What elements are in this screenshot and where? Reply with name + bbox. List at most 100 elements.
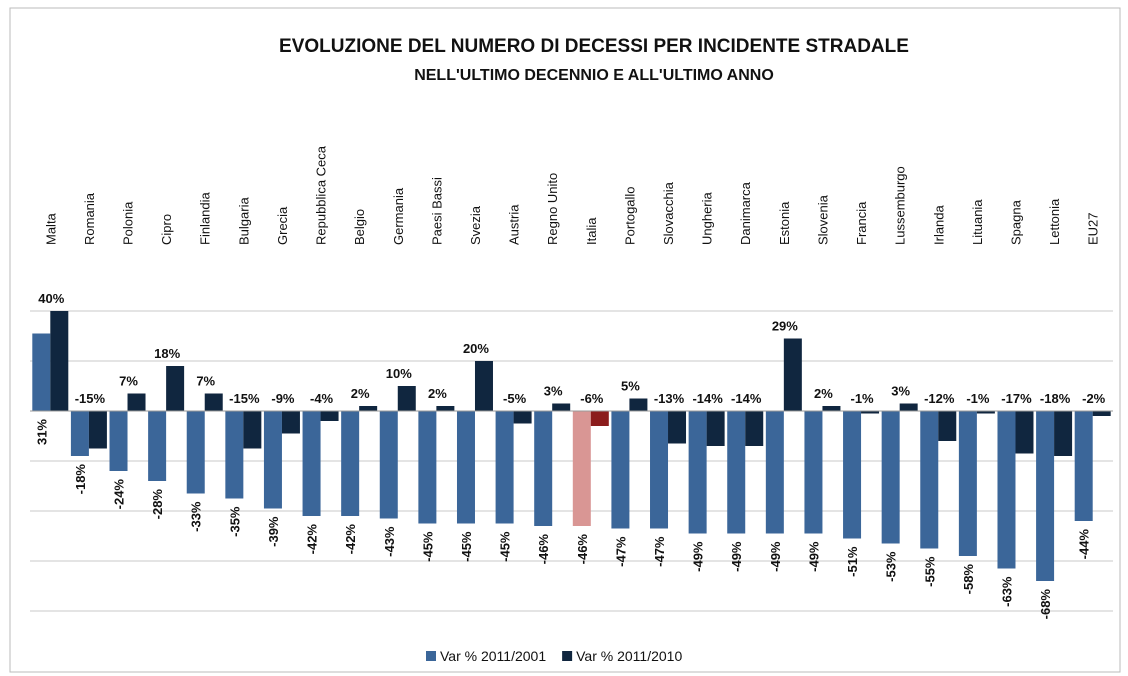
x-tick-label: Austria [507,204,522,245]
value-label: 29% [772,319,798,334]
x-tick-label: Finlandia [198,191,213,245]
bar [861,411,880,414]
bar [204,393,223,411]
x-tick-label: Romania [82,192,97,245]
value-label: -6% [580,391,604,406]
value-label: -46% [536,534,551,565]
value-label: 31% [34,419,49,445]
x-tick-label: EU27 [1086,212,1101,245]
bar [148,411,167,481]
x-tick-label: Grecia [275,206,290,245]
bar [997,411,1016,569]
legend-label: Var % 2011/2010 [576,648,682,664]
x-tick-label: Svezia [468,205,483,245]
x-tick-label: Francia [854,201,869,245]
value-label: -18% [73,464,88,495]
bar [706,411,725,446]
x-tick-label: Regno Unito [545,173,560,245]
bar [650,411,669,529]
bar [127,393,146,411]
value-label: 10% [386,366,412,381]
bar [1036,411,1055,581]
chart-frame [9,7,1121,673]
bar [225,411,244,499]
value-label: -49% [729,541,744,572]
value-label: -13% [654,391,685,406]
bar [513,411,532,424]
bar [938,411,957,441]
value-label: -18% [1040,391,1071,406]
value-label: -49% [768,541,783,572]
bar [88,411,107,449]
value-label: -2% [1082,391,1106,406]
value-label: 3% [544,384,563,399]
value-label: -68% [1038,589,1053,620]
chart-subtitle: NELL'ULTIMO DECENNIO E ALL'ULTIMO ANNO [414,67,774,84]
x-tick-label: Slovenia [815,194,830,245]
bar [804,411,823,534]
bar [1074,411,1093,521]
bar [436,406,455,411]
value-label: -1% [966,391,990,406]
bar [1054,411,1073,456]
bar [70,411,89,456]
value-label: -35% [227,506,242,537]
value-label: -24% [112,479,127,510]
bar [474,361,493,411]
value-label: -15% [75,391,106,406]
bar [668,411,687,444]
x-tick-label: Spagna [1008,199,1023,245]
value-label: -42% [305,524,320,555]
legend-label: Var % 2011/2001 [440,648,546,664]
legend-swatch [562,651,573,661]
value-label: -5% [503,391,527,406]
bar [186,411,205,494]
value-label: -47% [652,536,667,567]
bar [534,411,553,526]
x-tick-label: Lettonia [1047,198,1062,245]
x-tick-label: Danimarca [738,181,753,245]
legend-swatch [426,651,436,661]
bar [843,411,862,539]
bar [243,411,262,449]
value-label: 5% [621,379,640,394]
bar [899,403,918,411]
bar [397,386,416,411]
value-label: 18% [154,346,180,361]
x-tick-label: Belgio [352,209,367,245]
bar [783,338,802,411]
bar [976,411,995,414]
bar [495,411,514,524]
bar [688,411,707,534]
value-label: -63% [999,576,1014,607]
value-label: 2% [428,386,447,401]
x-tick-label: Portogallo [622,186,637,245]
x-tick-label: Lussemburgo [893,166,908,245]
value-label: -17% [1001,391,1032,406]
value-label: -42% [343,524,358,555]
value-label: -46% [575,534,590,565]
bar [379,411,398,519]
value-label: -33% [189,501,204,532]
bar [920,411,939,549]
bar [418,411,437,524]
x-tick-label: Germania [391,187,406,245]
bar [590,411,609,426]
bar [341,411,360,516]
value-label: -58% [961,564,976,595]
value-label: 3% [891,384,910,399]
value-label: -15% [229,391,260,406]
value-label: -51% [845,546,860,577]
bar [302,411,321,516]
x-tick-label: Cipro [159,214,174,245]
value-label: 20% [463,341,489,356]
value-label: 2% [351,386,370,401]
chart-title: EVOLUZIONE DEL NUMERO DI DECESSI PER INC… [279,36,909,57]
value-label: 7% [119,374,138,389]
value-label: -14% [731,391,762,406]
x-tick-label: Polonia [121,201,136,245]
bar [263,411,282,509]
value-label: -14% [692,391,723,406]
bar [320,411,339,421]
